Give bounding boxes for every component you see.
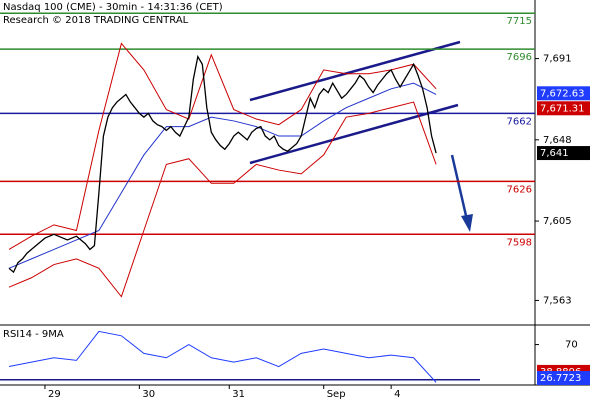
level-label: 7715 (507, 16, 532, 27)
rsi-tag (537, 371, 590, 385)
indicator-line (8, 42, 437, 250)
y-tick-label: 7,648 (543, 135, 572, 146)
rsi-line (8, 330, 437, 383)
level-label: 7598 (507, 237, 532, 248)
channel-line (249, 103, 459, 165)
price-tag (537, 146, 590, 161)
rsi-tag-label: 26.7723 (540, 373, 581, 384)
indicator-line (8, 82, 437, 269)
x-tick-label: 4 (394, 389, 400, 400)
price-tag-label: 7,672.63 (540, 88, 585, 99)
arrow (450, 154, 469, 221)
x-tick-label: Sep (327, 389, 346, 400)
price-tag (537, 86, 590, 101)
price-tag-label: 7,641 (540, 148, 569, 159)
price-line (8, 54, 437, 274)
y-tick-label: 7,563 (543, 295, 572, 306)
level-label: 7662 (507, 116, 532, 127)
price-tag (537, 101, 590, 116)
y-tick-label: 7,691 (543, 54, 572, 65)
y-tick-label: 7,605 (543, 216, 572, 227)
level-label: 7696 (507, 52, 532, 63)
rsi-tick-label: 70 (565, 340, 578, 351)
x-tick-label: 30 (142, 389, 155, 400)
channel-line (249, 40, 461, 102)
chart-title: Nasdaq 100 (CME) - 30min - 14:31:36 (CET… (3, 2, 223, 13)
rsi-label: RSI14 - 9MA (3, 329, 64, 340)
level-label: 7626 (507, 184, 532, 195)
arrow-head (461, 214, 473, 232)
x-tick-label: 31 (232, 389, 245, 400)
indicator-line (8, 101, 437, 298)
x-tick-label: 29 (48, 389, 61, 400)
chart-subtitle: Research © 2018 TRADING CENTRAL (3, 15, 189, 26)
price-tag-label: 7,671.31 (540, 103, 585, 114)
